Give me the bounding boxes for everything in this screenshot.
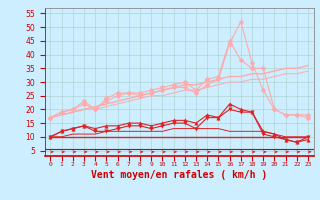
X-axis label: Vent moyen/en rafales ( km/h ): Vent moyen/en rafales ( km/h ) [91,170,267,180]
